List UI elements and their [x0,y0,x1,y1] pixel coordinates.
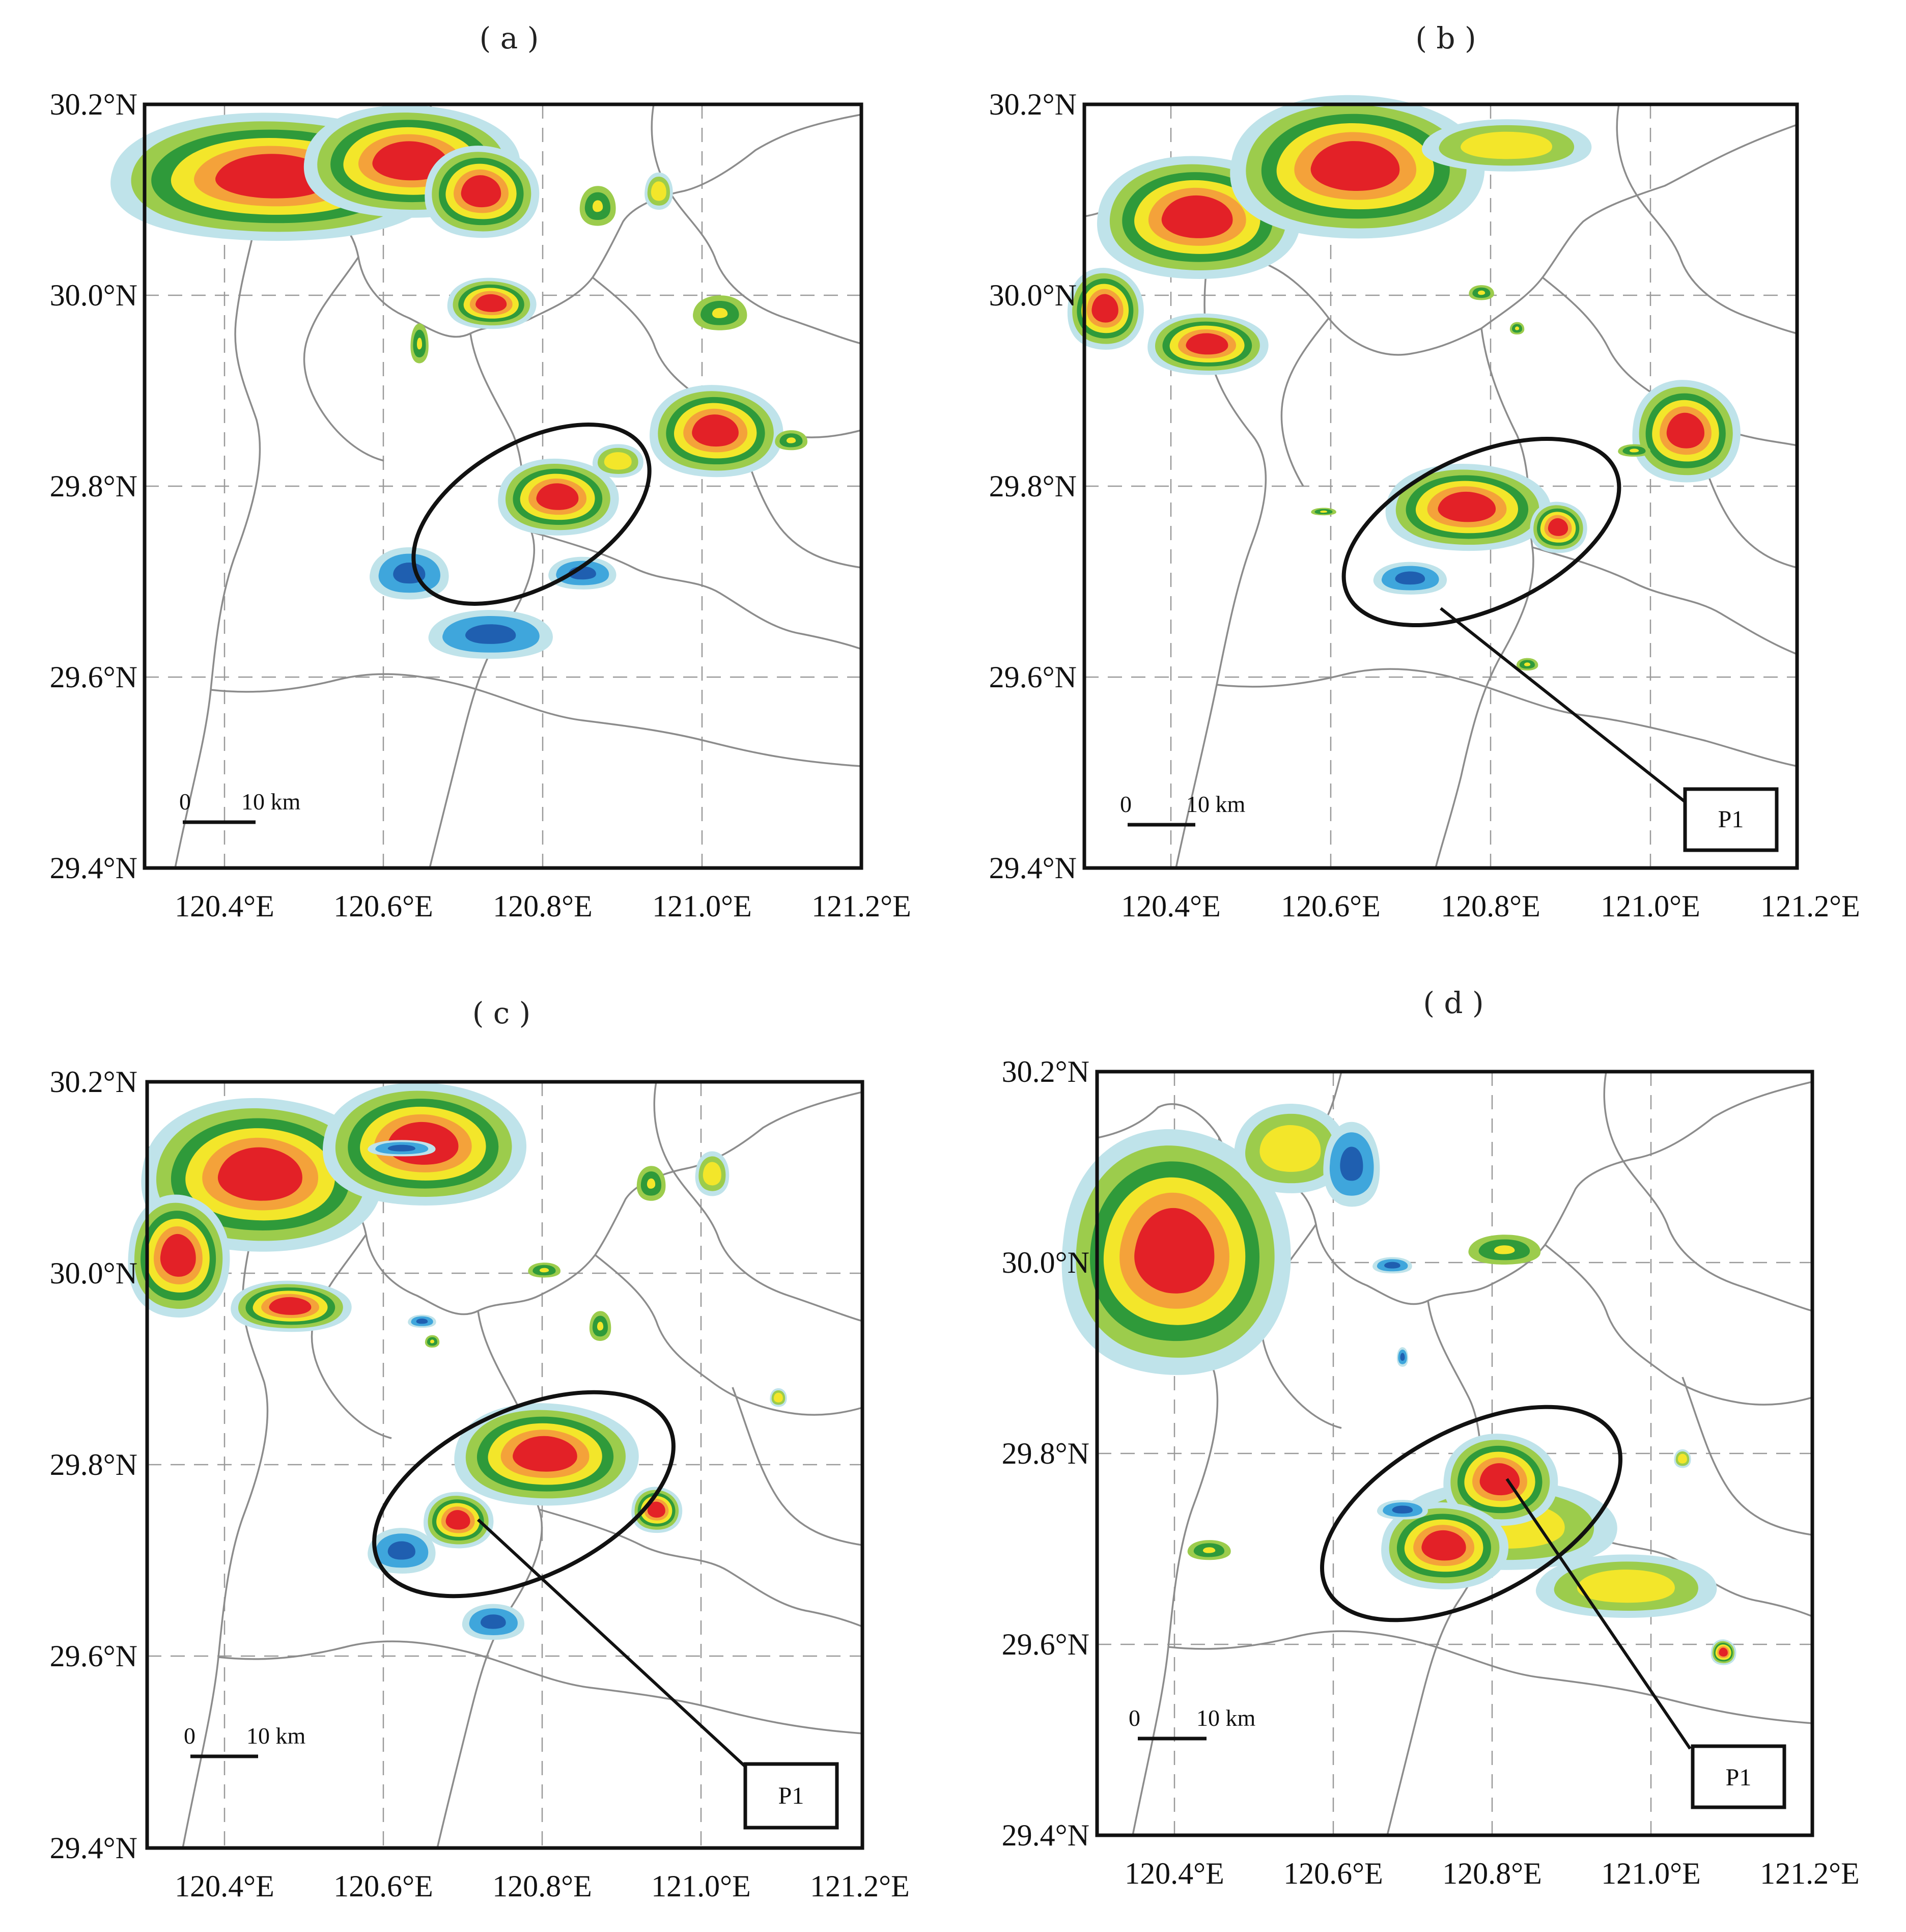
svg-text:30.0°N: 30.0°N [1002,1246,1089,1279]
svg-text:29.6°N: 29.6°N [50,1639,137,1673]
svg-text:121.2°E: 121.2°E [1760,1857,1860,1890]
panel-d-scale-bar: 0 10 km [1129,1705,1256,1741]
panel-b-p1-box: P1 [1683,787,1779,852]
svg-text:29.8°N: 29.8°N [50,469,137,503]
svg-text:120.8°E: 120.8°E [492,1869,592,1903]
panel-c-p1-box: P1 [743,1762,839,1830]
svg-text:10 km: 10 km [241,789,301,815]
svg-text:30.2°N: 30.2°N [50,1065,137,1099]
svg-text:0: 0 [1120,791,1132,817]
panel-b-frame [1082,102,1799,870]
svg-text:121.0°E: 121.0°E [652,889,752,923]
panel-b-map: P1 0 10 km [1067,95,1799,870]
panel-c-pointer-line [476,1518,747,1768]
svg-text:120.6°E: 120.6°E [1281,889,1381,923]
svg-text:0: 0 [179,789,191,815]
svg-text:120.6°E: 120.6°E [1283,1857,1383,1890]
panel-a-map: 0 10 km [110,102,863,870]
panel-a-storm-ellipse [411,423,652,606]
svg-text:P1: P1 [1726,1764,1752,1791]
panel-d-map: P1 0 10 km [1061,1070,1814,1837]
panel-d-pointer-line [1505,1478,1692,1750]
svg-text:10 km: 10 km [1186,791,1246,817]
svg-text:30.2°N: 30.2°N [1002,1055,1089,1088]
svg-text:121.2°E: 121.2°E [811,889,911,923]
panel-d-title: ( d ) [1423,986,1483,1020]
panel-d: ( d ) [1002,986,1860,1890]
svg-text:120.6°E: 120.6°E [333,1869,433,1903]
svg-text:10 km: 10 km [246,1723,306,1749]
svg-text:121.0°E: 121.0°E [651,1869,751,1903]
panel-d-p1-box: P1 [1691,1744,1786,1809]
svg-text:120.4°E: 120.4°E [1125,1857,1224,1890]
panel-b-scale-bar: 0 10 km [1120,791,1246,827]
svg-text:120.4°E: 120.4°E [175,1869,274,1903]
svg-text:29.6°N: 29.6°N [50,660,137,694]
panel-a-x-axis: 120.4°E 120.6°E 120.8°E 121.0°E 121.2°E [175,889,911,923]
svg-text:120.4°E: 120.4°E [175,889,274,923]
svg-text:120.6°E: 120.6°E [333,889,433,923]
svg-text:121.0°E: 121.0°E [1601,889,1700,923]
svg-text:121.2°E: 121.2°E [1760,889,1860,923]
svg-text:29.8°N: 29.8°N [50,1448,137,1481]
panel-b-title: ( b ) [1415,21,1476,55]
panel-a-title: ( a ) [480,21,539,55]
svg-text:30.2°N: 30.2°N [989,88,1077,121]
svg-text:121.2°E: 121.2°E [810,1869,910,1903]
svg-text:0: 0 [1129,1705,1140,1731]
svg-text:29.8°N: 29.8°N [989,469,1077,503]
panel-c-storm-ellipse [372,1390,676,1599]
svg-text:30.0°N: 30.0°N [50,1256,137,1290]
panel-c-scale-bar: 0 10 km [184,1723,306,1758]
svg-text:P1: P1 [778,1782,804,1809]
svg-text:29.4°N: 29.4°N [50,851,137,885]
panel-c: ( c ) [50,996,910,1903]
panel-d-storm-ellipse [1320,1405,1622,1622]
panel-d-y-axis: 30.2°N 30.0°N 29.8°N 29.6°N 29.4°N [1002,1055,1089,1852]
svg-text:120.8°E: 120.8°E [493,889,593,923]
svg-text:29.6°N: 29.6°N [1002,1628,1089,1661]
panel-d-x-axis: 120.4°E 120.6°E 120.8°E 121.0°E 121.2°E [1125,1857,1860,1890]
panel-a-frame [143,102,863,870]
panel-b-y-axis: 30.2°N 30.0°N 29.8°N 29.6°N 29.4°N [989,88,1077,885]
svg-text:29.4°N: 29.4°N [989,851,1077,885]
panel-c-map: P1 0 10 km [128,1080,864,1850]
panel-b-x-axis: 120.4°E 120.6°E 120.8°E 121.0°E 121.2°E [1121,889,1860,923]
panel-b-pointer-line [1440,607,1686,803]
panel-d-frame [1095,1070,1814,1837]
panel-c-y-axis: 30.2°N 30.0°N 29.8°N 29.6°N 29.4°N [50,1065,137,1865]
svg-text:30.0°N: 30.0°N [989,278,1077,312]
svg-text:30.0°N: 30.0°N [50,278,137,312]
svg-text:P1: P1 [1718,806,1744,833]
panel-c-title: ( c ) [472,996,531,1030]
panel-b-storm-ellipse [1341,436,1621,628]
svg-text:29.4°N: 29.4°N [1002,1818,1089,1852]
svg-text:29.4°N: 29.4°N [50,1831,137,1865]
svg-text:120.8°E: 120.8°E [1442,1857,1542,1890]
svg-text:120.8°E: 120.8°E [1441,889,1540,923]
panel-a-scale-bar: 0 10 km [179,789,301,824]
svg-text:120.4°E: 120.4°E [1121,889,1221,923]
panel-c-x-axis: 120.4°E 120.6°E 120.8°E 121.0°E 121.2°E [175,1869,910,1903]
panel-b: ( b ) [989,21,1860,923]
panel-c-borders [147,1081,863,1849]
panel-c-frame [145,1080,864,1850]
svg-text:10 km: 10 km [1196,1705,1256,1731]
svg-text:0: 0 [184,1723,195,1749]
svg-text:29.8°N: 29.8°N [1002,1437,1089,1470]
svg-text:30.2°N: 30.2°N [50,88,137,121]
panel-a-y-axis: 30.2°N 30.0°N 29.8°N 29.6°N 29.4°N [50,88,137,885]
panel-a: ( a ) [50,21,911,923]
svg-text:121.0°E: 121.0°E [1601,1857,1701,1890]
svg-text:29.6°N: 29.6°N [989,660,1077,694]
